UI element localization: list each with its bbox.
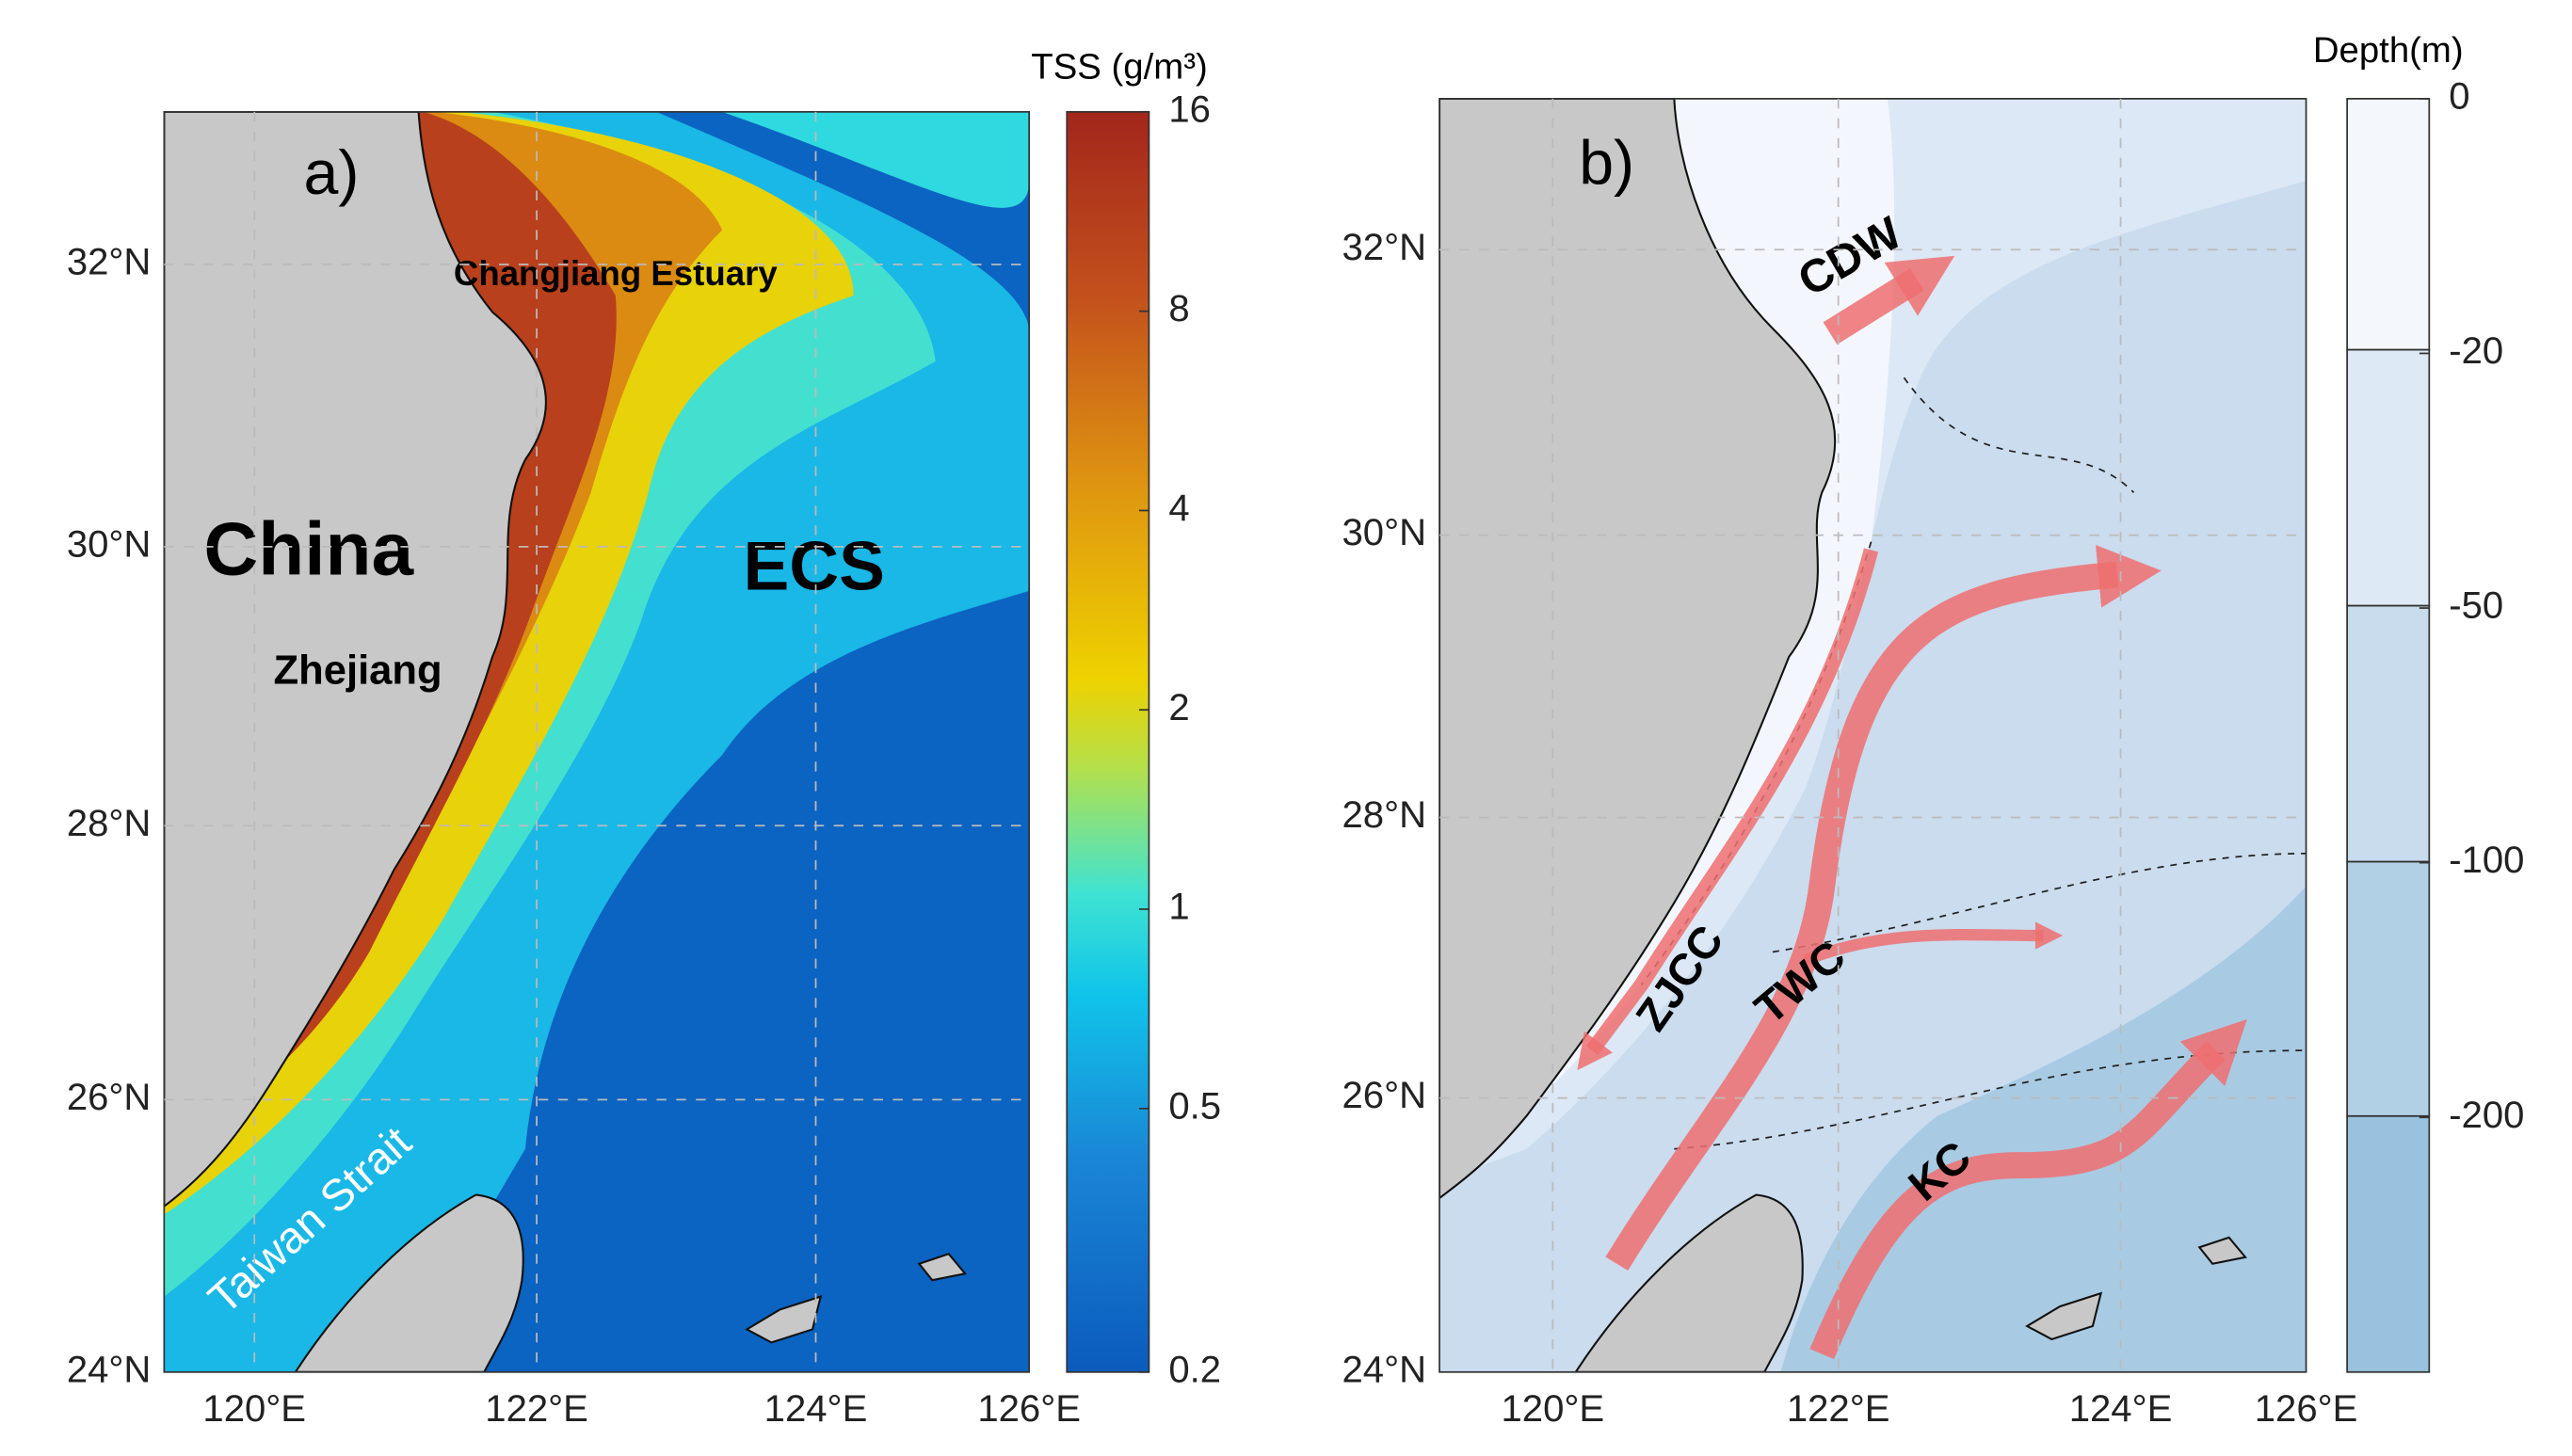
place-label: Zhejiang (273, 648, 442, 694)
lon-tick-label: 126°E (2255, 1388, 2358, 1430)
lat-tick-label: 26°N (1342, 1075, 1427, 1116)
colorbar-a (1066, 110, 1150, 1373)
colorbar-tick-label: 0 (2449, 75, 2469, 117)
map-b (1439, 98, 2307, 1372)
map-frame (1439, 98, 2307, 1373)
colorbar-tick-label: 1 (1168, 887, 1189, 928)
colorbar-tick-label: 16 (1168, 88, 1211, 130)
lat-tick-label: 30°N (67, 523, 152, 565)
lon-tick-label: 122°E (485, 1388, 588, 1430)
colorbar-tick-label: -20 (2449, 330, 2503, 372)
place-label: ECS (743, 527, 885, 604)
lon-tick-label: 124°E (2069, 1388, 2173, 1430)
map-frame (163, 110, 1031, 1373)
lat-tick-label: 24°N (67, 1349, 152, 1390)
colorbar-tick-label: -100 (2449, 840, 2524, 881)
lat-tick-label: 28°N (1342, 794, 1427, 836)
lon-tick-label: 120°E (1501, 1388, 1604, 1430)
colorbar-tick-label: 0.5 (1168, 1085, 1221, 1127)
map-a (164, 111, 1030, 1372)
lon-tick-label: 120°E (202, 1388, 306, 1430)
lon-tick-label: 126°E (977, 1388, 1081, 1430)
lon-tick-label: 124°E (764, 1388, 868, 1430)
lat-tick-label: 28°N (67, 803, 152, 844)
colorbar-title: Depth(m) (2313, 30, 2464, 71)
colorbar-tick-label: 2 (1168, 687, 1189, 728)
colorbar-tick-label: 0.2 (1168, 1349, 1221, 1390)
lat-tick-label: 30°N (1342, 512, 1427, 553)
colorbar-tick-label: 4 (1168, 488, 1189, 529)
lat-tick-label: 32°N (1342, 227, 1427, 268)
place-label: Changjiang Estuary (454, 254, 778, 293)
colorbar-tick-label: -50 (2449, 585, 2503, 627)
lat-tick-label: 24°N (1342, 1349, 1427, 1390)
place-label: China (203, 506, 414, 591)
colorbar-tick-label: -200 (2449, 1095, 2524, 1136)
current-arrows (1577, 255, 2247, 1360)
colorbar-tick-label: 8 (1168, 288, 1189, 329)
lat-tick-label: 32°N (67, 242, 152, 283)
panel-label: b) (1579, 129, 1634, 199)
colorbar-b (2346, 98, 2431, 1373)
lat-tick-label: 26°N (67, 1077, 152, 1118)
lon-tick-label: 122°E (1787, 1388, 1890, 1430)
panel-label: a) (304, 138, 360, 208)
colorbar-title: TSS (g/m³) (1031, 47, 1207, 88)
